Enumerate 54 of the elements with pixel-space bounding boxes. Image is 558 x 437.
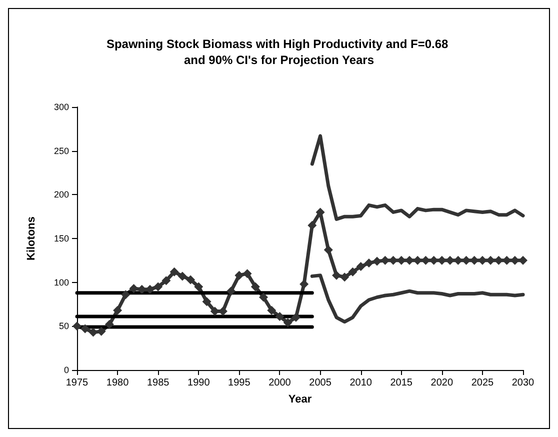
line-series <box>310 134 525 221</box>
chart-title: Spawning Stock Biomass with High Productivity and F=0.68 and 90% CI's for Projection Years <box>106 37 452 67</box>
point <box>291 312 300 322</box>
y-tick-label: 50 <box>58 321 69 332</box>
point <box>356 262 366 272</box>
x-axis-title: Year <box>288 394 312 406</box>
x-tick-label: 2000 <box>268 378 292 388</box>
point <box>129 284 138 293</box>
y-tick-label: 200 <box>54 190 69 200</box>
point <box>178 272 187 281</box>
y-tick-label: 0 <box>64 365 69 375</box>
x-tick-label: 2005 <box>309 378 332 388</box>
x-tick-label: 1990 <box>188 378 210 388</box>
point <box>170 267 179 276</box>
point <box>154 282 163 292</box>
y-tick-label: 250 <box>54 146 69 156</box>
point <box>275 312 284 322</box>
point <box>104 320 114 329</box>
y-axis-title: Kilotons <box>26 216 38 260</box>
point <box>113 306 122 315</box>
point <box>324 245 333 254</box>
point <box>242 269 252 278</box>
point <box>162 276 171 286</box>
point <box>300 280 309 289</box>
point <box>340 272 350 282</box>
y-tick-label: 150 <box>54 234 69 244</box>
point <box>348 267 358 276</box>
point <box>332 270 341 280</box>
point <box>226 286 236 296</box>
x-tick-label: 1975 <box>66 378 89 388</box>
point <box>72 322 82 331</box>
y-tick-label: 100 <box>54 277 69 288</box>
x-tick-label: 1980 <box>106 378 130 388</box>
x-tick-label: 2020 <box>430 378 454 388</box>
point <box>308 220 317 230</box>
x-tick-label: 2010 <box>350 378 372 388</box>
point <box>364 258 374 268</box>
line-series <box>310 274 525 324</box>
x-tick-label: 2015 <box>390 378 413 388</box>
x-tick-label: 1995 <box>228 378 251 388</box>
point <box>121 290 130 300</box>
point <box>250 282 260 292</box>
point <box>267 306 276 315</box>
x-tick-label: 2030 <box>512 378 535 388</box>
point <box>234 270 244 280</box>
point <box>259 292 268 302</box>
point <box>80 324 90 334</box>
x-tick-label: 1985 <box>146 378 170 388</box>
x-tick-label: 2025 <box>471 378 494 388</box>
point <box>283 318 292 328</box>
point <box>202 297 212 306</box>
y-tick-label: 300 <box>54 102 69 112</box>
point <box>186 275 196 284</box>
point <box>194 282 204 292</box>
